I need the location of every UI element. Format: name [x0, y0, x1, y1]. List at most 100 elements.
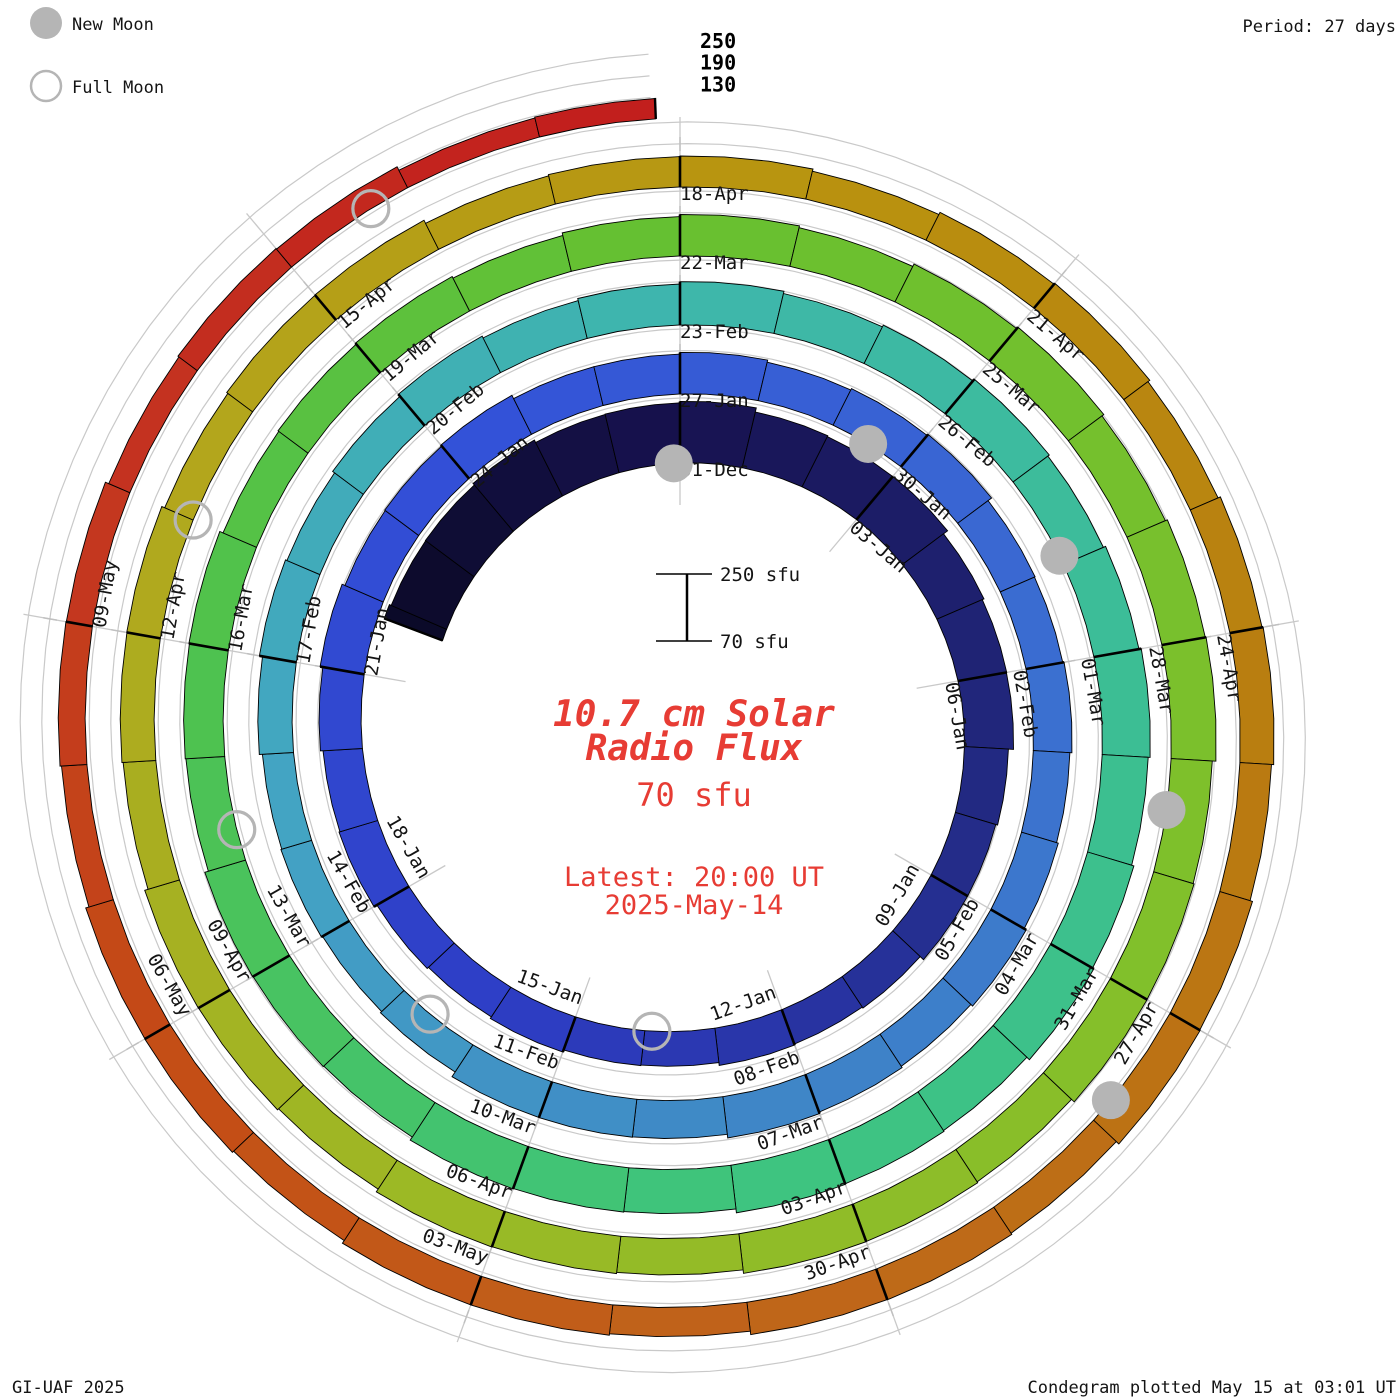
flux-bar [679, 281, 785, 334]
flux-bar [900, 433, 993, 524]
segment-divider [1050, 942, 1095, 971]
flux-bar [397, 335, 502, 427]
flux-bar [1033, 282, 1151, 401]
flux-bar [144, 879, 231, 1009]
flux-bar [942, 908, 1027, 1007]
scale-max-label: 250 sfu [720, 564, 800, 586]
segment-divider [988, 326, 1019, 362]
new-moon-marker-2025-02-28 [1040, 536, 1079, 575]
grid-spiral-250 [19, 53, 1306, 1374]
latest-date-label: 2025-May-14 [605, 890, 784, 921]
segment-divider [320, 919, 350, 939]
segment-divider [1109, 977, 1148, 1001]
flux-bar [375, 1159, 506, 1248]
segment-divider [930, 873, 969, 898]
chart-title-line1: 10.7 cm Solar [553, 694, 835, 735]
flux-bar [409, 1101, 529, 1190]
segment-divider [957, 671, 1007, 683]
flux-bar [1161, 636, 1217, 762]
flux-bar [318, 666, 365, 752]
flux-bar [1219, 762, 1272, 902]
flux-bar [119, 631, 161, 763]
legend: New Moon Full Moon [29, 7, 164, 103]
moon-markers [173, 189, 1186, 1120]
full-moon-icon [29, 69, 63, 103]
flux-bar [901, 533, 985, 620]
flux-bars [57, 97, 1275, 1338]
flux-bar [322, 748, 379, 833]
flux-bar [954, 746, 1009, 826]
segment-divider [1093, 647, 1142, 659]
flux-bar [341, 1217, 482, 1306]
flux-bar [398, 117, 541, 189]
segment-divider [65, 620, 93, 628]
segment-divider [144, 1023, 171, 1041]
new-moon-icon [30, 7, 62, 39]
grid-tick [1265, 623, 1280, 628]
chart-title-line2: Radio Flux [586, 728, 803, 769]
flux-bar [640, 1027, 720, 1067]
flux-bar [999, 576, 1064, 670]
flux-bar [730, 1138, 846, 1214]
full-moon-marker-2025-01-13 [632, 1011, 672, 1051]
date-label-31-Dec: 31-Dec [680, 459, 749, 481]
flux-bar [65, 481, 131, 627]
flux-bar [538, 1081, 638, 1138]
segment-divider [827, 1138, 847, 1185]
new-moon-marker-2025-03-29 [1147, 790, 1186, 829]
flux-bar [126, 505, 194, 639]
grid-tick [185, 1007, 199, 1016]
flux-bar [738, 1203, 867, 1274]
flux-bar [491, 1210, 622, 1275]
flux-bar [489, 986, 577, 1053]
flux-bar [314, 219, 440, 321]
grid-tick [1200, 1030, 1214, 1039]
flux-bar [177, 247, 293, 372]
radial-scale-label-130: 130 [700, 72, 736, 96]
date-label-23-Feb: 23-Feb [680, 321, 749, 343]
full-moon-marker-2025-03-14 [217, 810, 257, 850]
flux-bar [451, 1044, 553, 1119]
flux-bar [1042, 977, 1148, 1103]
grid-tick [305, 938, 319, 947]
flux-bar [805, 170, 940, 241]
flux-bar [608, 1301, 751, 1338]
flux-bar [60, 764, 114, 908]
segment-divider [1161, 635, 1207, 647]
flux-bar [741, 411, 829, 488]
segment-divider [511, 1146, 530, 1190]
flux-bar [57, 621, 93, 767]
flux-bar [841, 930, 921, 1009]
flux-bar [472, 439, 564, 532]
flux-bar [593, 353, 681, 407]
flux-bar [440, 394, 533, 480]
flux-bar [185, 756, 247, 872]
segment-divider [126, 631, 161, 640]
flux-bar [1025, 661, 1073, 754]
scale-min-label: 70 sfu [720, 631, 789, 653]
segment-divider [804, 1074, 821, 1115]
segment-divider [899, 433, 930, 468]
segment-divider [319, 665, 365, 676]
flux-bar [338, 819, 410, 908]
flux-bar [258, 559, 321, 663]
grid-tick [1056, 269, 1067, 282]
plotted-timestamp: Condegram plotted May 15 at 03:01 UT [1028, 1378, 1396, 1398]
date-label-27-Jan: 27-Jan [680, 390, 749, 412]
flux-bar [714, 1009, 796, 1067]
segment-divider [780, 1009, 796, 1046]
segment-divider [851, 1203, 868, 1243]
flux-bar [85, 899, 171, 1040]
flux-bar [280, 839, 350, 938]
flux-bar [992, 943, 1095, 1061]
flux-bar [957, 499, 1036, 593]
segment-divider [990, 908, 1027, 932]
flux-bar [1229, 626, 1275, 766]
segment-divider [490, 1210, 506, 1248]
new-moon-marker-2025-01-29 [849, 424, 888, 463]
flux-bar [746, 1268, 888, 1336]
spiral-end-cap [653, 97, 658, 119]
radial-scale-label-190: 190 [700, 51, 736, 75]
flux-bar [188, 530, 258, 651]
